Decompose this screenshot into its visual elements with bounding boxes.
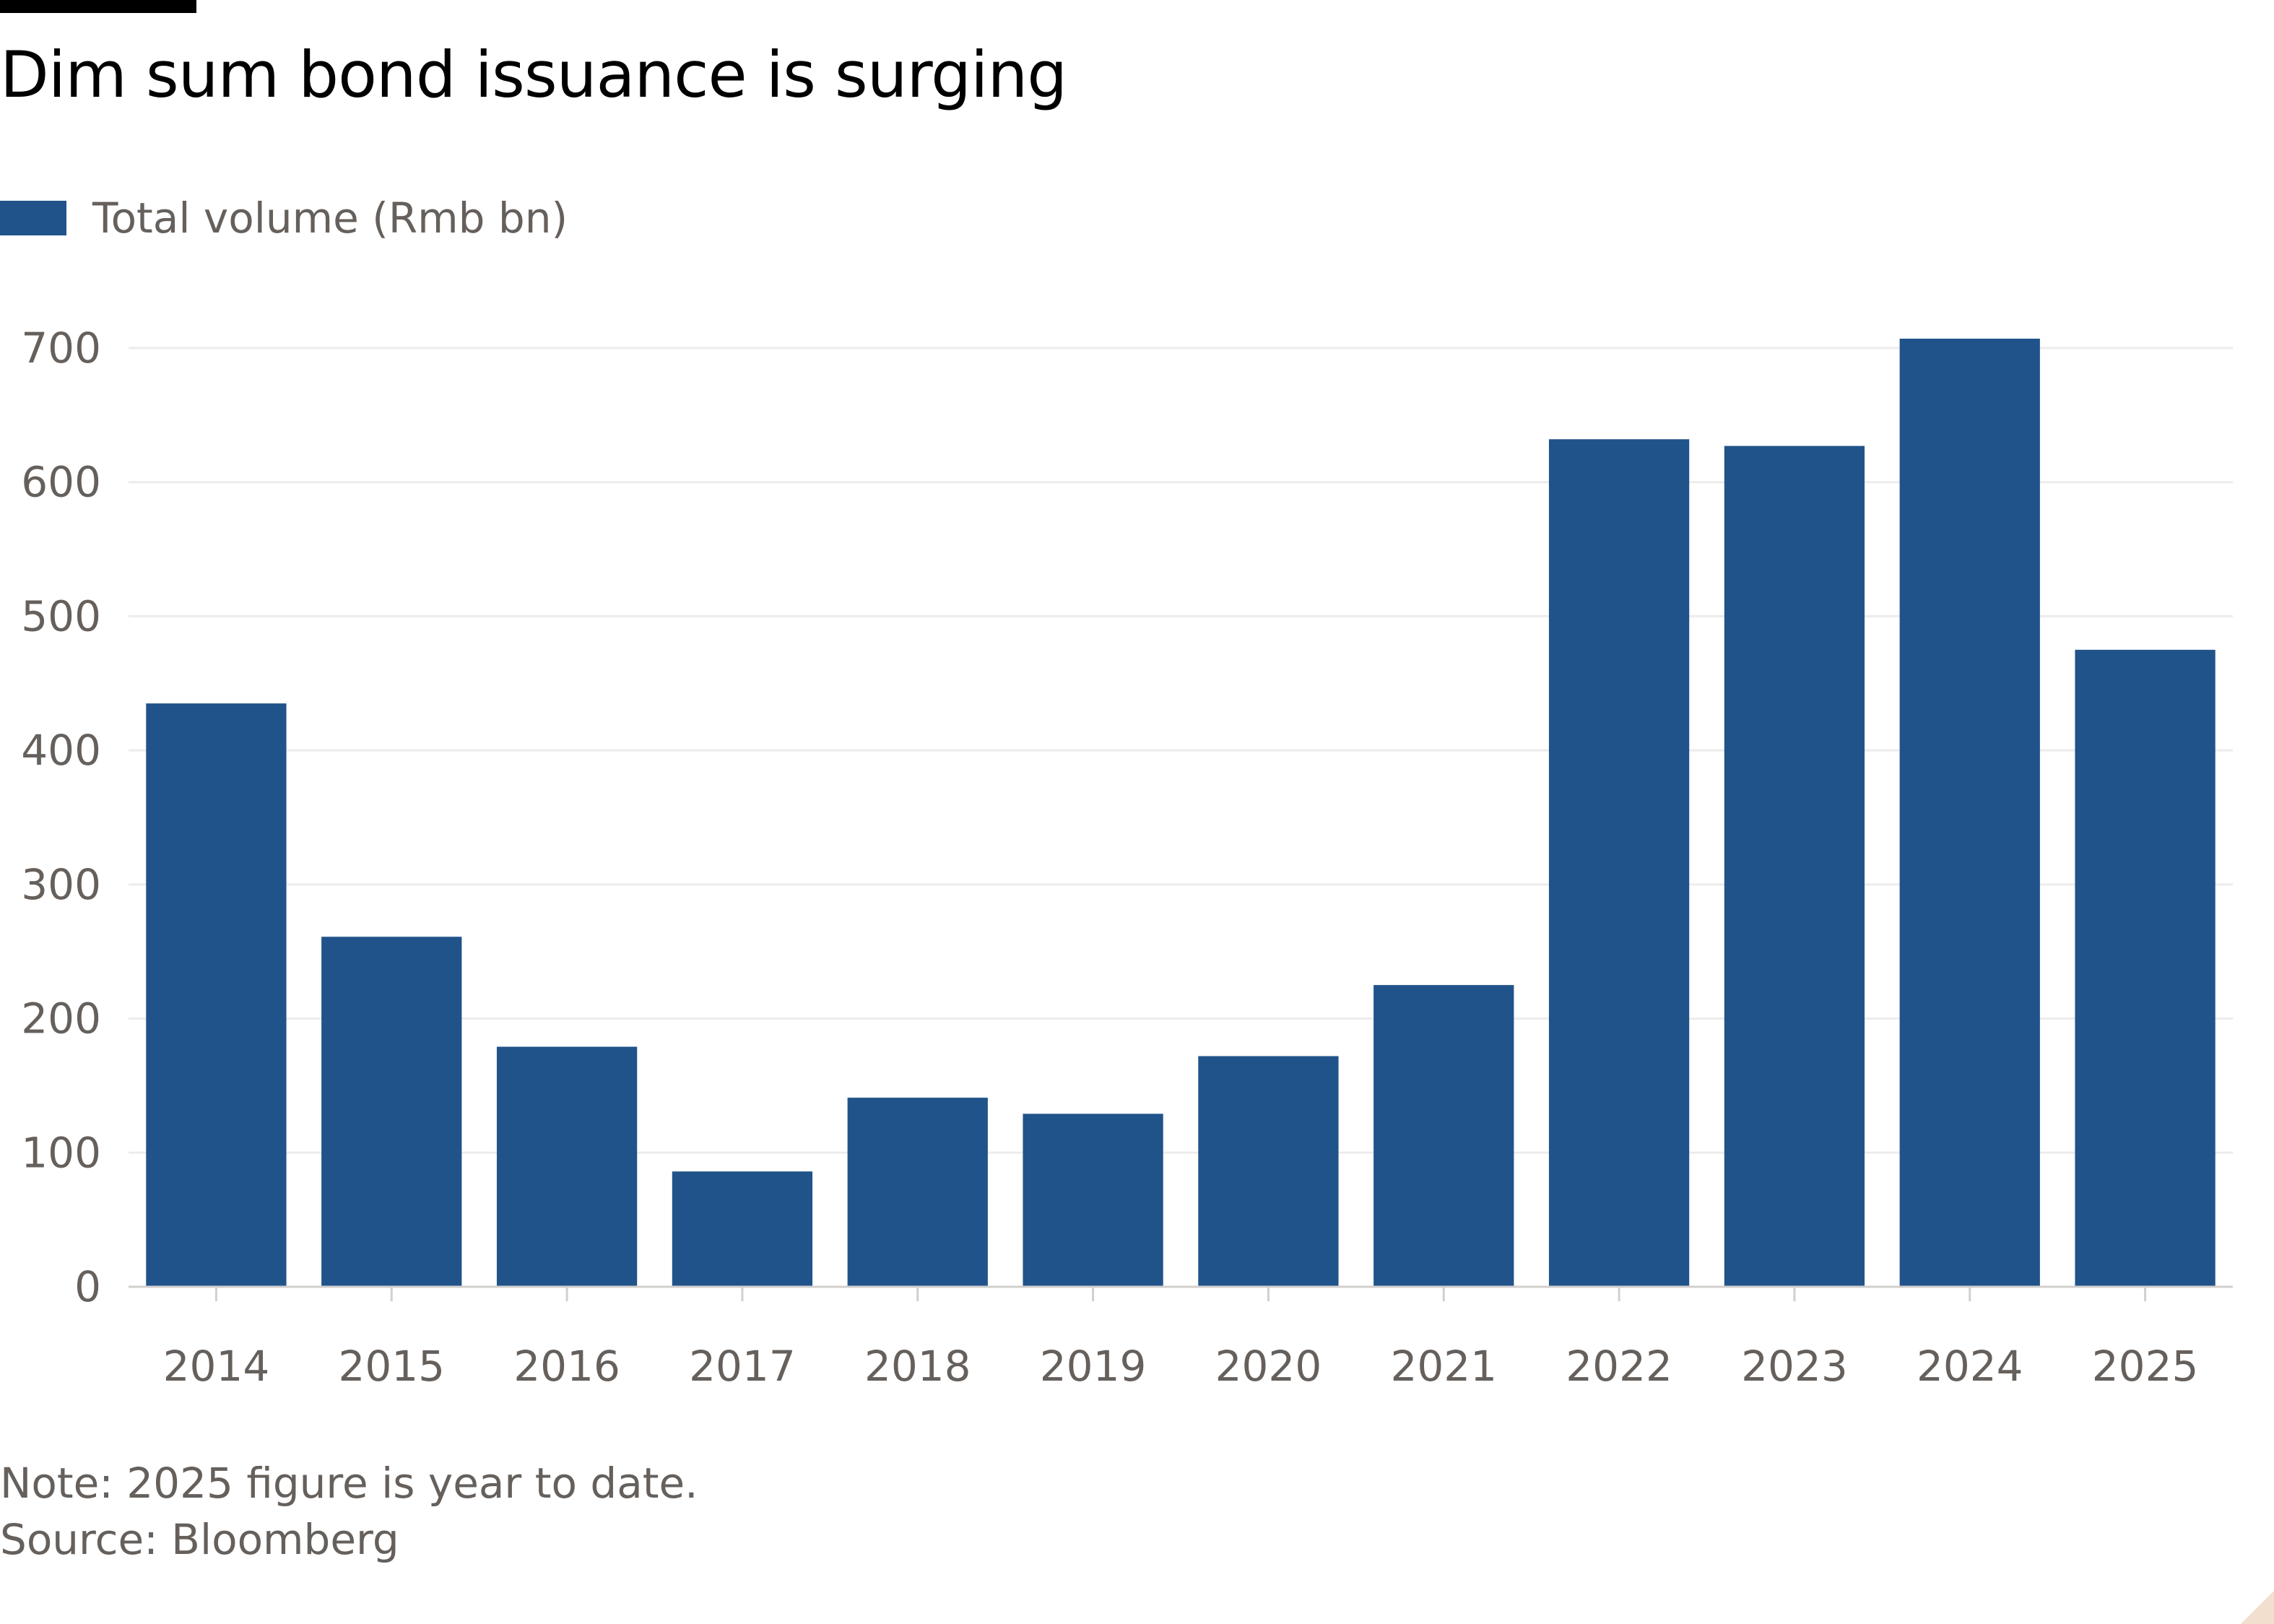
corner-mark bbox=[2241, 1591, 2274, 1624]
y-tick-label: 200 bbox=[21, 994, 101, 1043]
x-tick-label: 2025 bbox=[2092, 1342, 2199, 1391]
bar bbox=[1899, 339, 2040, 1287]
chart-title: Dim sum bond issuance is surging bbox=[0, 38, 1067, 112]
bar bbox=[1724, 446, 1865, 1287]
legend: Total volume (Rmb bn) bbox=[0, 189, 568, 247]
bar bbox=[146, 703, 287, 1287]
bar bbox=[672, 1171, 813, 1287]
bar bbox=[2075, 649, 2216, 1287]
y-tick-label: 500 bbox=[21, 591, 101, 641]
bar bbox=[496, 1046, 638, 1287]
x-tick-label: 2022 bbox=[1566, 1342, 1672, 1391]
x-tick-label: 2016 bbox=[513, 1342, 620, 1391]
y-tick-label: 600 bbox=[21, 458, 101, 507]
legend-label: Total volume (Rmb bn) bbox=[92, 194, 568, 243]
x-tick-label: 2015 bbox=[338, 1342, 445, 1391]
y-tick-label: 300 bbox=[21, 860, 101, 909]
x-tick-label: 2014 bbox=[163, 1342, 270, 1391]
bar bbox=[1198, 1056, 1339, 1287]
x-tick-label: 2019 bbox=[1040, 1342, 1147, 1391]
legend-swatch bbox=[0, 201, 66, 235]
bar bbox=[1548, 439, 1690, 1288]
chart-note: Note: 2025 figure is year to date. bbox=[0, 1459, 698, 1508]
x-tick-label: 2023 bbox=[1741, 1342, 1848, 1391]
x-tick-label: 2018 bbox=[864, 1342, 971, 1391]
chart-source: Source: Bloomberg bbox=[0, 1515, 399, 1564]
y-tick-label: 400 bbox=[21, 726, 101, 775]
y-tick-label: 700 bbox=[21, 324, 101, 373]
x-tick-label: 2017 bbox=[689, 1342, 796, 1391]
bar bbox=[321, 937, 462, 1287]
x-tick-label: 2021 bbox=[1390, 1342, 1497, 1391]
y-tick-label: 100 bbox=[21, 1128, 101, 1177]
bar bbox=[847, 1098, 988, 1287]
x-tick-label: 2024 bbox=[1917, 1342, 2023, 1391]
y-tick-label: 0 bbox=[74, 1262, 101, 1311]
x-tick-label: 2020 bbox=[1215, 1342, 1322, 1391]
top-rule bbox=[0, 0, 196, 13]
bar bbox=[1373, 985, 1514, 1287]
bar bbox=[1023, 1113, 1163, 1287]
